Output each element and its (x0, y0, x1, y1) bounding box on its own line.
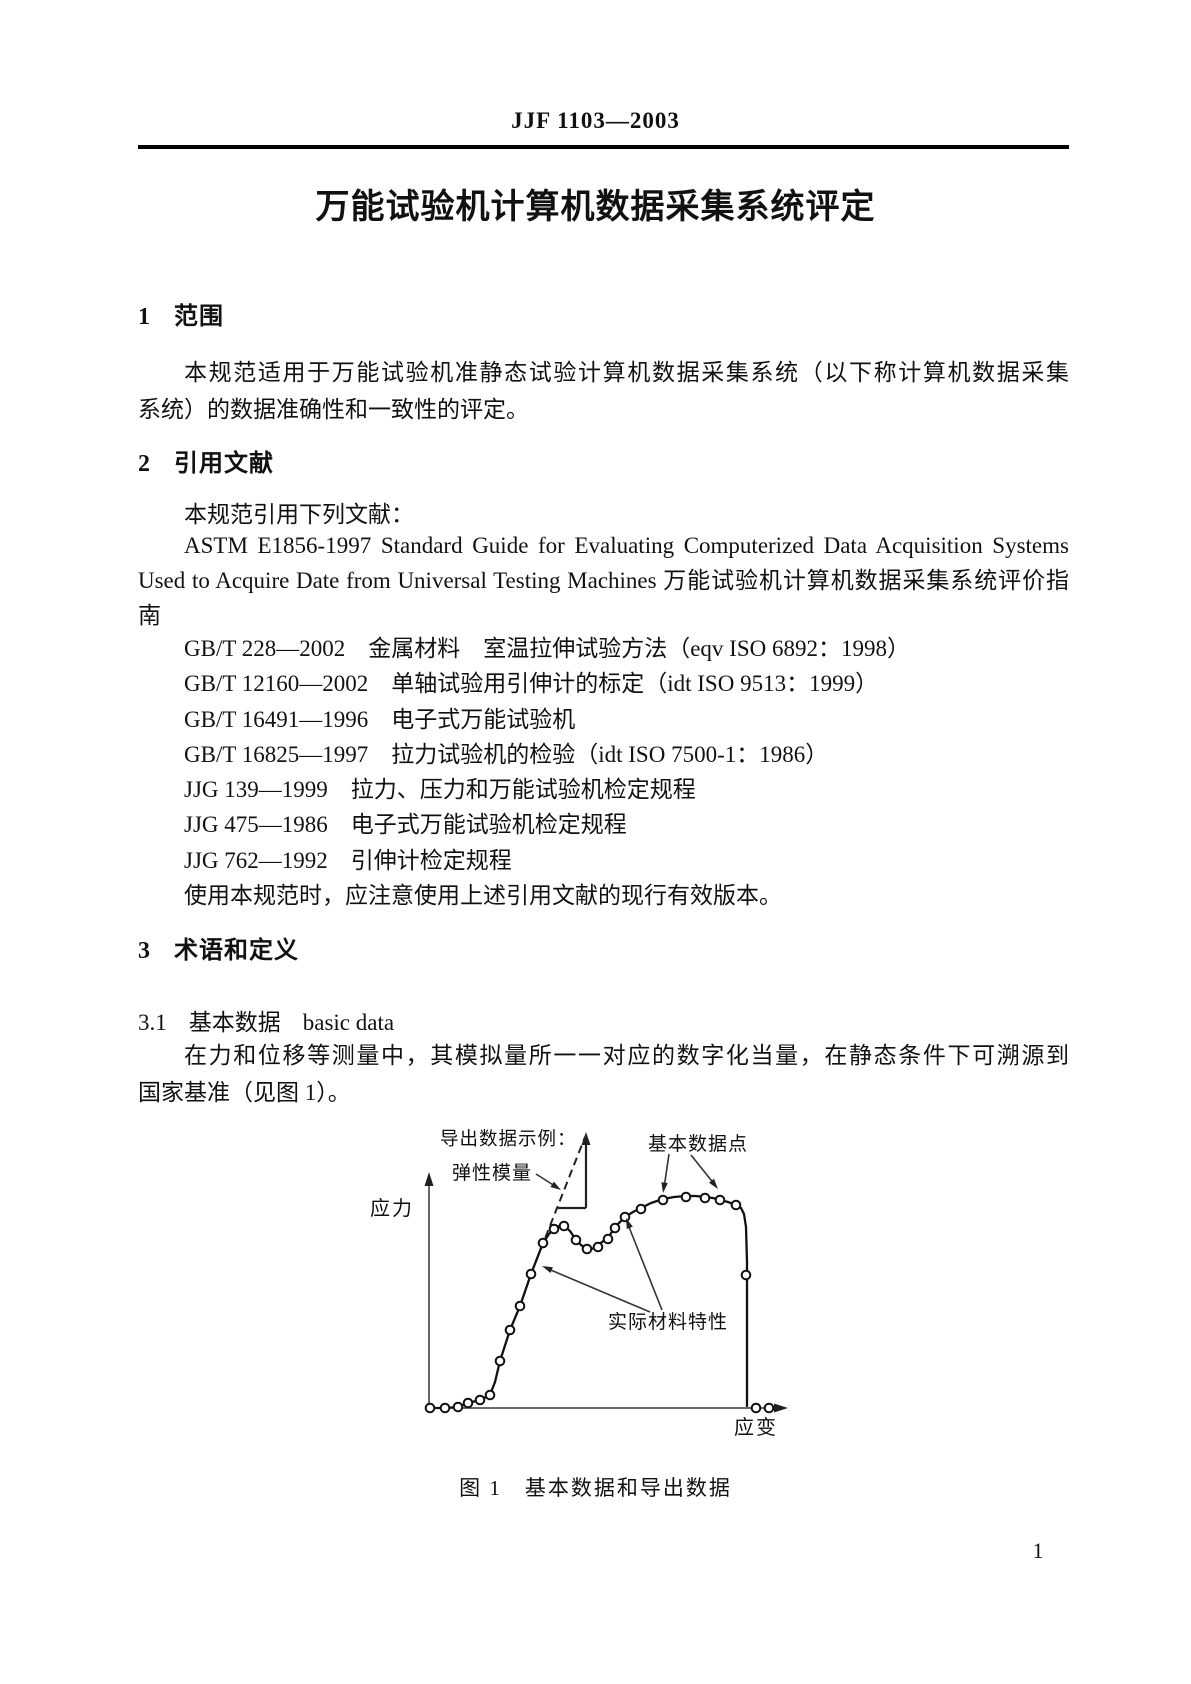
elastic-modulus-arrowhead-icon (550, 1181, 561, 1190)
section-2-label: 引用文献 (174, 450, 274, 477)
astm-reference-paragraph: ASTM E1856-1997 Standard Guide for Evalu… (138, 528, 1069, 633)
section-3-label: 术语和定义 (174, 937, 299, 964)
data-point-marker (730, 1199, 742, 1211)
paragraph-line: 系统）的数据准确性和一致性的评定。 (138, 397, 529, 422)
data-point-marker (763, 1402, 775, 1414)
data-point-marker (657, 1194, 669, 1206)
elastic-modulus-label: 弹性模量 (452, 1162, 532, 1184)
data-point-marker (699, 1192, 711, 1204)
paragraph-line: 南 (138, 603, 161, 628)
paragraph-line: 本规范引用下列文献： (184, 502, 414, 527)
modulus-line-arrowhead-icon (581, 1132, 591, 1145)
page-title: 万能试验机计算机数据采集系统评定 (315, 188, 876, 226)
paragraph-line: 国家基准（见图 1）。 (138, 1080, 351, 1105)
term-zh: 基本数据 (188, 1010, 281, 1035)
basic-data-points-label: 基本数据点 (648, 1133, 748, 1155)
paragraph-line: ASTM E1856-1997 Standard Guide for Evalu… (184, 533, 1069, 558)
data-point-marker (635, 1203, 647, 1215)
data-point-marker (750, 1402, 762, 1414)
actual-material-leader-left (545, 1267, 651, 1313)
data-point-marker (525, 1268, 537, 1280)
reference-item: JJG 762—1992 引伸计检定规程 (184, 847, 512, 873)
data-point-marker (548, 1223, 560, 1235)
figure-1: 应力 应变 导出数据示例： 弹性模量 基本数据点 实际材料特性 (330, 1112, 800, 1462)
figure-caption: 图 1 基本数据和导出数据 (459, 1476, 732, 1500)
paragraph-line: Used to Acquire Date from Universal Test… (138, 568, 1069, 593)
term-3-1-paragraph: 在力和位移等测量中，其模拟量所一一对应的数字化当量，在静态条件下可溯源到 国家基… (138, 1037, 1069, 1111)
section-3-heading: 3 术语和定义 (138, 930, 1069, 965)
references-intro: 本规范引用下列文献： (138, 495, 1069, 529)
data-point-marker (494, 1355, 506, 1367)
section-2-number: 2 (138, 451, 150, 477)
data-point-marker (558, 1220, 570, 1232)
data-point-marker (581, 1243, 593, 1255)
section-1-heading: 1 范围 (138, 296, 1069, 331)
basic-points-leader-right (690, 1154, 716, 1186)
section-1-number: 1 (138, 304, 150, 330)
data-point-marker (514, 1300, 526, 1312)
figure-svg: 应力 应变 导出数据示例： 弹性模量 基本数据点 实际材料特性 (370, 1129, 788, 1439)
header-rule (138, 145, 1069, 149)
term-en: basic data (302, 1010, 395, 1035)
y-axis-arrowhead-icon (424, 1172, 434, 1186)
data-point-marker (619, 1211, 631, 1223)
actual-material-arrowhead-left-icon (542, 1266, 553, 1273)
data-point-marker (592, 1241, 604, 1253)
actual-material-leader-right (626, 1221, 663, 1311)
curve-line (427, 1194, 749, 1410)
section-1-paragraph: 本规范适用于万能试验机准静态试验计算机数据采集系统（以下称计算机数据采集 系统）… (138, 354, 1069, 428)
actual-material-arrowhead-right-icon (626, 1218, 633, 1229)
data-point-marker (570, 1234, 582, 1246)
doc-number: JJF 1103—2003 (511, 108, 680, 133)
x-axis-arrowhead-icon (774, 1403, 788, 1413)
stress-strain-curve (424, 1191, 775, 1414)
reference-item: JJG 475—1986 电子式万能试验机检定规程 (184, 812, 627, 838)
data-point-marker (439, 1402, 451, 1414)
actual-material-label: 实际材料特性 (608, 1311, 728, 1333)
data-point-marker (602, 1233, 614, 1245)
term-3-1-heading: 3.1 基本数据 basic data (138, 1003, 1069, 1037)
derived-data-example-label: 导出数据示例： (440, 1129, 577, 1150)
data-point-marker (424, 1402, 436, 1414)
data-point-marker (537, 1237, 549, 1249)
data-point-marker (484, 1389, 496, 1401)
data-point-marker (452, 1401, 464, 1413)
data-point-marker (740, 1269, 752, 1281)
section-1-label: 范围 (174, 303, 224, 330)
reference-item: GB/T 228—2002 金属材料 室温拉伸试验方法（eqv ISO 6892… (184, 636, 910, 661)
data-point-marker (504, 1324, 516, 1336)
data-point-marker (474, 1394, 486, 1406)
references-closing-note: 使用本规范时，应注意使用上述引用文献的现行有效版本。 (184, 883, 782, 909)
x-axis-label: 应变 (734, 1416, 778, 1439)
basic-points-leader-left (663, 1153, 670, 1189)
data-point-marker (462, 1397, 474, 1409)
reference-item: GB/T 16491—1996 电子式万能试验机 (184, 706, 576, 732)
basic-points-arrowhead-right-icon (709, 1178, 718, 1189)
data-point-marker (714, 1194, 726, 1206)
paragraph-line: 本规范适用于万能试验机准静态试验计算机数据采集系统（以下称计算机数据采集 (184, 360, 1069, 385)
section-2-heading: 2 引用文献 (138, 443, 1069, 478)
reference-item: GB/T 16825—1997 拉力试验机的检验（idt ISO 7500-1：… (184, 741, 829, 767)
data-point-marker (609, 1222, 621, 1234)
y-axis-label: 应力 (370, 1197, 414, 1220)
paragraph-line: 在力和位移等测量中，其模拟量所一一对应的数字化当量，在静态条件下可溯源到 (184, 1043, 1069, 1068)
reference-item: GB/T 12160—2002 单轴试验用引伸计的标定（idt ISO 9513… (184, 671, 879, 697)
section-3-number: 3 (138, 938, 150, 964)
elastic-modulus-dashed-line (530, 1136, 586, 1275)
basic-points-arrowhead-left-icon (661, 1182, 668, 1193)
data-point-marker (680, 1191, 692, 1203)
references-list: GB/T 228—2002 金属材料 室温拉伸试验方法（eqv ISO 6892… (138, 631, 1069, 913)
page-number: 1 (1032, 1538, 1044, 1563)
term-number: 3.1 (138, 1010, 167, 1035)
reference-item: JJG 139—1999 拉力、压力和万能试验机检定规程 (184, 777, 696, 803)
